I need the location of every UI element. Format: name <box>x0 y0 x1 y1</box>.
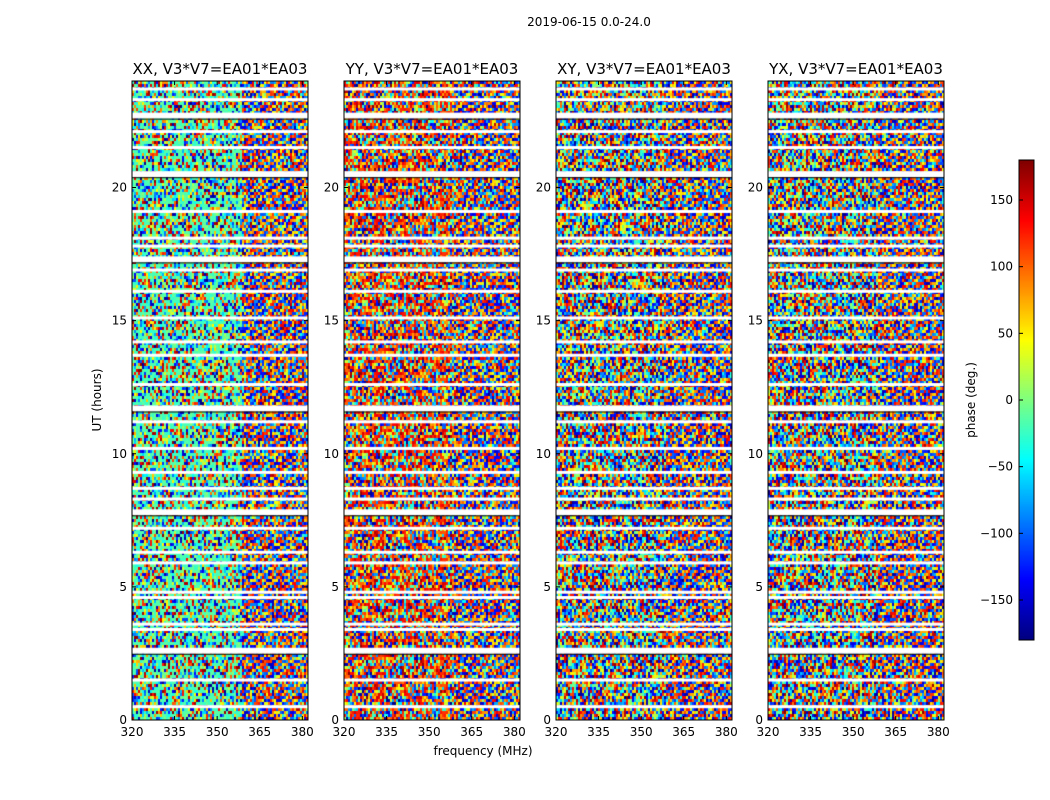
y-axis-label: UT (hours) <box>90 368 104 431</box>
figure-title: 2019-06-15 0.0-24.0 <box>527 15 651 29</box>
x-ticks-yy: 320 335 350 365 380 <box>333 81 526 739</box>
colorbar-tick-label: 100 <box>990 260 1013 274</box>
y-ticks-xy: 0 5 10 15 20 <box>536 181 732 727</box>
panel-yy: YY, V3*V7=EA01*EA03 320 335 350 365 380 … <box>324 60 526 739</box>
heatmap-yx <box>768 81 944 720</box>
y-tick-label: 20 <box>536 181 551 195</box>
x-tick-label: 380 <box>503 725 526 739</box>
colorbar-label: phase (deg.) <box>964 362 978 438</box>
x-ticks-xx: 320 335 350 365 380 <box>121 81 314 739</box>
y-tick-label: 10 <box>748 447 763 461</box>
panel-xx: XX, V3*V7=EA01*EA03 320 335 350 365 380 … <box>112 60 314 739</box>
y-ticks-yx: 0 5 10 15 20 <box>748 181 944 727</box>
heatmap-yy <box>344 81 520 720</box>
panel-title-xx: XX, V3*V7=EA01*EA03 <box>133 60 308 78</box>
y-tick-label: 10 <box>112 447 127 461</box>
y-tick-label: 5 <box>755 580 763 594</box>
heatmap-xy <box>556 81 732 720</box>
y-tick-label: 20 <box>324 181 339 195</box>
x-tick-label: 335 <box>799 725 822 739</box>
x-tick-label: 365 <box>460 725 483 739</box>
x-tick-label: 335 <box>587 725 610 739</box>
y-tick-label: 20 <box>112 181 127 195</box>
x-tick-label: 380 <box>715 725 738 739</box>
x-tick-label: 350 <box>842 725 865 739</box>
y-ticks-xx: 0 5 10 15 20 <box>112 181 308 727</box>
x-tick-label: 335 <box>375 725 398 739</box>
colorbar-tick-label: 150 <box>990 193 1013 207</box>
x-tick-label: 365 <box>672 725 695 739</box>
x-tick-label: 350 <box>206 725 229 739</box>
colorbar-tick-label: −50 <box>988 460 1013 474</box>
y-tick-label: 15 <box>748 314 763 328</box>
x-tick-label: 380 <box>291 725 314 739</box>
colorbar-tick-label: −100 <box>980 526 1013 540</box>
x-tick-label: 320 <box>757 725 780 739</box>
x-tick-label: 320 <box>121 725 144 739</box>
panel-title-yy: YY, V3*V7=EA01*EA03 <box>345 60 519 78</box>
x-tick-label: 350 <box>630 725 653 739</box>
x-ticks-yx: 320 335 350 365 380 <box>757 81 950 739</box>
x-tick-label: 365 <box>884 725 907 739</box>
y-tick-label: 20 <box>748 181 763 195</box>
x-tick-label: 380 <box>927 725 950 739</box>
colorbar-tick-label: −150 <box>980 593 1013 607</box>
panel-yx: YX, V3*V7=EA01*EA03 320 335 350 365 380 … <box>748 60 950 739</box>
axes-frame-xy <box>555 80 733 721</box>
y-tick-label: 10 <box>536 447 551 461</box>
x-tick-label: 365 <box>248 725 271 739</box>
colorbar-tick-label: 0 <box>1005 393 1013 407</box>
x-ticks-xy: 320 335 350 365 380 <box>545 81 738 739</box>
colorbar-ticks: 150 100 50 0 −50 −100 −150 <box>980 193 1023 607</box>
panel-title-xy: XY, V3*V7=EA01*EA03 <box>557 60 731 78</box>
panel-xy: XY, V3*V7=EA01*EA03 320 335 350 365 380 … <box>536 60 738 739</box>
axes-frame-yx <box>767 80 945 721</box>
colorbar: 150 100 50 0 −50 −100 −150 phase (deg.) <box>964 159 1035 641</box>
y-ticks-yy: 0 5 10 15 20 <box>324 181 520 727</box>
y-tick-label: 5 <box>331 580 339 594</box>
heatmap-xx <box>132 81 308 720</box>
y-tick-label: 15 <box>536 314 551 328</box>
colorbar-tick-label: 50 <box>998 326 1013 340</box>
y-tick-label: 0 <box>755 713 763 727</box>
axes-frame-xx <box>131 80 309 721</box>
y-tick-label: 15 <box>324 314 339 328</box>
y-tick-label: 15 <box>112 314 127 328</box>
x-tick-label: 320 <box>333 725 356 739</box>
y-tick-label: 0 <box>119 713 127 727</box>
y-tick-label: 0 <box>543 713 551 727</box>
y-tick-label: 5 <box>543 580 551 594</box>
colorbar-gradient <box>1019 160 1034 640</box>
panel-title-yx: YX, V3*V7=EA01*EA03 <box>768 60 943 78</box>
y-tick-label: 0 <box>331 713 339 727</box>
y-tick-label: 10 <box>324 447 339 461</box>
x-tick-label: 350 <box>418 725 441 739</box>
x-tick-label: 320 <box>545 725 568 739</box>
x-axis-label: frequency (MHz) <box>433 744 532 758</box>
x-tick-label: 335 <box>163 725 186 739</box>
y-tick-label: 5 <box>119 580 127 594</box>
axes-frame-yy <box>343 80 521 721</box>
